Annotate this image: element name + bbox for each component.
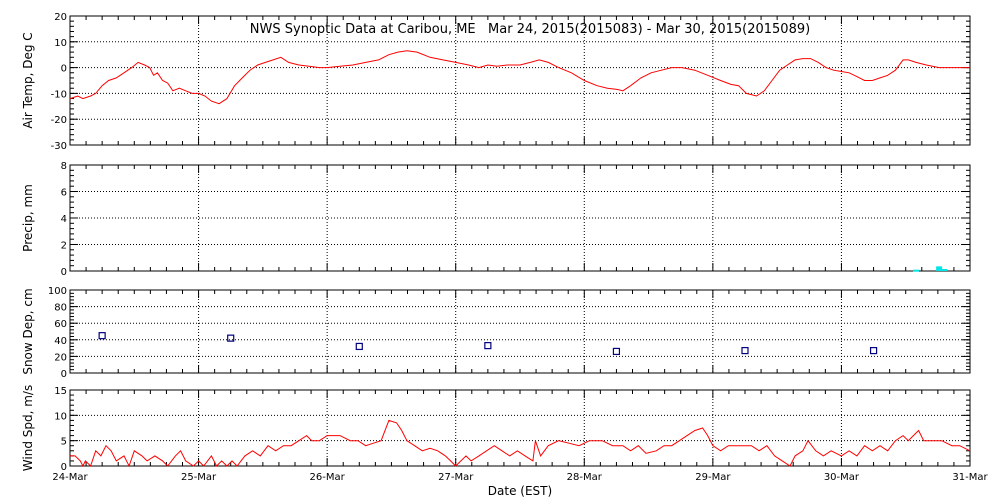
y-tick-label: 10: [54, 38, 67, 49]
y-tick-label: 5: [61, 437, 67, 448]
chart-title: NWS Synoptic Data at Caribou, ME Mar 24,…: [250, 22, 810, 37]
snow-depth-point: [869, 346, 878, 355]
x-tick-label: 28-Mar: [567, 472, 603, 483]
panel-wind-speed: 15 10 5 0 Wind Spd, m/s: [21, 385, 971, 473]
panel-frame: [69, 164, 971, 272]
panel-frame: [69, 289, 971, 374]
x-tick-label: 25-Mar: [181, 472, 217, 483]
y-tick-label: 4: [61, 214, 67, 225]
x-tick-label: 27-Mar: [438, 472, 474, 483]
panel-frame: [69, 389, 971, 467]
y-tick-label: 100: [48, 286, 67, 297]
snow-depth-point: [355, 342, 363, 351]
snow-depth-point: [98, 332, 106, 340]
y-axis-label: Precip, mm: [21, 184, 35, 252]
y-tick-label: -10: [51, 89, 67, 100]
x-tick-label: 26-Mar: [310, 472, 346, 483]
y-tick-label: 40: [54, 336, 67, 347]
y-tick-label: 0: [61, 64, 67, 75]
y-tick-label: 8: [61, 161, 67, 172]
panel-snow-depth: 100 80 60 40 20 0 Snow Dep, cm: [21, 286, 971, 380]
precip-bar: [936, 266, 943, 271]
y-tick-label: 80: [54, 303, 67, 314]
snow-depth-point: [484, 342, 492, 350]
y-axis-label: Air Temp, Deg C: [21, 32, 35, 128]
panel-air-temp: 20 10 0 -10 -20 -30 Air Temp, Deg C: [21, 12, 971, 152]
precip-bar: [913, 269, 919, 272]
x-tick-label: 29-Mar: [695, 472, 731, 483]
snow-depth-point: [612, 347, 621, 356]
y-tick-label: 0: [61, 369, 67, 380]
y-tick-label: 6: [61, 188, 67, 199]
y-tick-label: 0: [61, 267, 67, 278]
y-tick-label: 20: [54, 352, 67, 363]
x-tick-label: 31-Mar: [952, 472, 988, 483]
snow-depth-point: [227, 334, 235, 342]
snow-depth-point: [741, 346, 749, 355]
y-tick-label: 15: [54, 386, 67, 397]
y-axis-label: Wind Spd, m/s: [21, 385, 35, 471]
wind-speed-line: [70, 419, 971, 468]
y-tick-label: -30: [51, 141, 67, 152]
panel-frame: [69, 15, 971, 146]
y-tick-label: 2: [61, 241, 67, 252]
x-tick-label: 30-Mar: [824, 472, 860, 483]
y-tick-label: 10: [54, 411, 67, 422]
y-tick-label: -20: [51, 115, 67, 126]
y-axis-label: Snow Dep, cm: [21, 288, 35, 374]
x-tick-label: 24-Mar: [52, 472, 88, 483]
y-tick-label: 0: [61, 462, 67, 473]
panel-precip: 8 6 4 2 0 Precip, mm: [21, 161, 971, 278]
y-tick-label: 60: [54, 319, 67, 330]
precip-bar: [941, 269, 948, 272]
air-temp-line: [69, 50, 970, 105]
x-axis-label: Date (EST): [488, 484, 552, 498]
y-tick-label: 20: [54, 12, 67, 23]
